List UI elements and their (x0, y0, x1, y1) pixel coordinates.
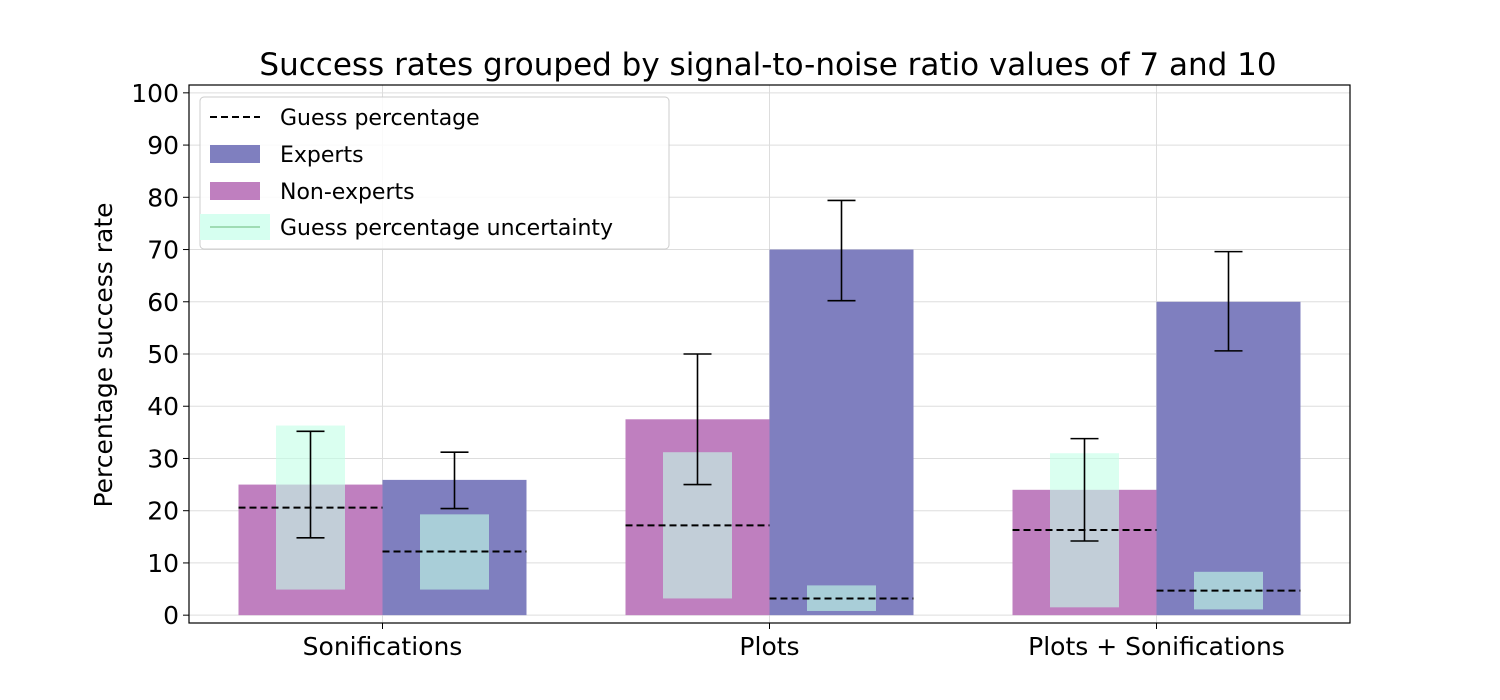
legend-label-guess: Guess percentage (280, 106, 480, 131)
y-tick-label: 10 (147, 549, 179, 578)
x-tick-label: Plots (739, 632, 799, 661)
x-ticks: Sonifications Plots Plots + Sonifications (303, 623, 1285, 661)
bar-experts (1156, 301, 1301, 616)
chart-title: Success rates grouped by signal-to-noise… (259, 47, 1276, 83)
y-tick-label: 50 (147, 340, 179, 369)
y-tick-label: 40 (147, 392, 179, 421)
legend-swatch-experts (210, 145, 260, 163)
y-tick-label: 0 (163, 601, 179, 630)
x-tick-label: Plots + Sonifications (1028, 632, 1285, 661)
y-tick-label: 60 (147, 288, 179, 317)
legend-label-nonexperts: Non-experts (280, 180, 415, 205)
legend-box (199, 96, 670, 250)
legend: Guess percentage Experts Non-experts Guess … (199, 96, 670, 250)
y-tick-label: 30 (147, 444, 179, 473)
legend-swatch-nonexperts (210, 182, 260, 200)
bar-experts (769, 249, 914, 616)
y-tick-label: 70 (147, 236, 179, 265)
legend-label-uncertainty: Guess percentage uncertainty (280, 216, 613, 241)
y-tick-label: 80 (147, 183, 179, 212)
y-tick-label: 20 (147, 497, 179, 526)
legend-label-experts: Experts (280, 143, 364, 168)
bars (238, 249, 1301, 616)
y-tick-label: 90 (147, 131, 179, 160)
x-tick-label: Sonifications (303, 632, 463, 661)
y-ticks: 0 10 20 30 40 50 60 70 80 90 100 (131, 79, 189, 630)
error-bars (296, 199, 1243, 542)
y-tick-label: 100 (131, 79, 179, 108)
y-axis-label: Percentage success rate (89, 202, 118, 507)
